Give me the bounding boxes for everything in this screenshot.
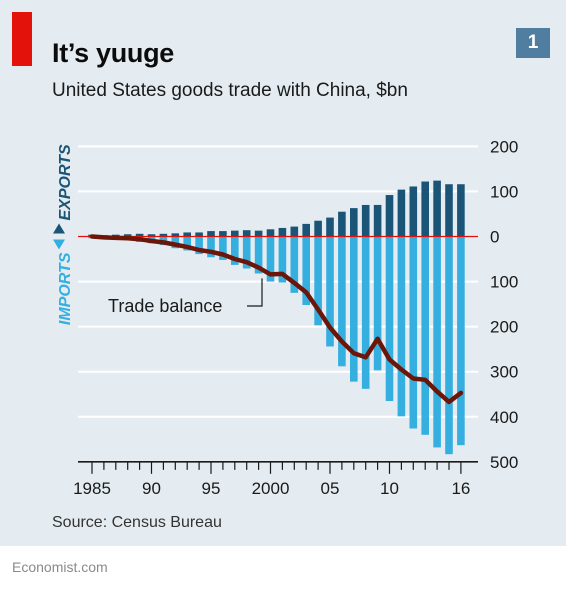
trade-balance-line: [92, 237, 461, 402]
export-bar: [243, 230, 251, 236]
y-tick-label: 300: [490, 363, 518, 382]
trade-balance-label: Trade balance: [108, 296, 222, 316]
export-bar: [267, 229, 275, 236]
y-tick-label: 200: [490, 318, 518, 337]
export-bar: [421, 182, 429, 237]
import-bar: [362, 237, 370, 389]
import-bar: [374, 237, 382, 371]
x-tick-label: 90: [142, 479, 161, 498]
import-bar: [445, 237, 453, 455]
export-bar: [314, 221, 322, 237]
exports-side-label: EXPORTS: [57, 144, 74, 221]
y-tick-label: 100: [490, 182, 518, 201]
export-bar: [255, 231, 263, 237]
export-bar: [219, 231, 227, 236]
side-axis-label: EXPORTS IMPORTS: [53, 144, 74, 325]
export-bar: [410, 186, 418, 236]
export-bar: [302, 224, 310, 237]
export-bar: [445, 184, 453, 236]
x-tick-label: 16: [451, 479, 470, 498]
y-tick-label: 400: [490, 408, 518, 427]
export-bar: [457, 184, 465, 236]
import-bar: [433, 237, 441, 448]
export-bar: [279, 228, 287, 237]
x-tick-label: 2000: [252, 479, 290, 498]
import-bar: [386, 237, 394, 402]
import-bar: [350, 237, 358, 382]
export-bar: [338, 212, 346, 237]
bars: [88, 181, 465, 455]
trade-balance-line-group: [92, 237, 461, 402]
y-tick-label: 100: [490, 273, 518, 292]
import-bar: [421, 237, 429, 435]
x-tick-label: 10: [380, 479, 399, 498]
import-bar: [410, 237, 418, 429]
x-tick-label: 05: [321, 479, 340, 498]
gridlines: [78, 146, 478, 416]
y-tick-label: 0: [490, 228, 499, 247]
x-tick-label: 95: [202, 479, 221, 498]
export-bar: [374, 205, 382, 237]
import-bar: [457, 237, 465, 446]
y-tick-label: 500: [490, 453, 518, 472]
x-tick-label: 1985: [73, 479, 111, 498]
imports-arrow-icon: [53, 240, 65, 250]
import-bar: [398, 237, 406, 417]
export-bar: [386, 195, 394, 236]
source-note: Source: Census Bureau: [52, 514, 222, 532]
imports-side-label: IMPORTS: [57, 252, 74, 325]
export-bar: [350, 208, 358, 236]
export-bar: [207, 231, 215, 236]
export-bar: [362, 205, 370, 237]
export-bar: [433, 181, 441, 237]
export-bar: [291, 227, 299, 237]
export-bar: [398, 190, 406, 237]
y-tick-label: 200: [490, 137, 518, 156]
exports-arrow-icon: [53, 224, 65, 234]
export-bar: [231, 231, 239, 237]
credit-line: Economist.com: [12, 559, 108, 575]
export-bar: [326, 218, 334, 237]
